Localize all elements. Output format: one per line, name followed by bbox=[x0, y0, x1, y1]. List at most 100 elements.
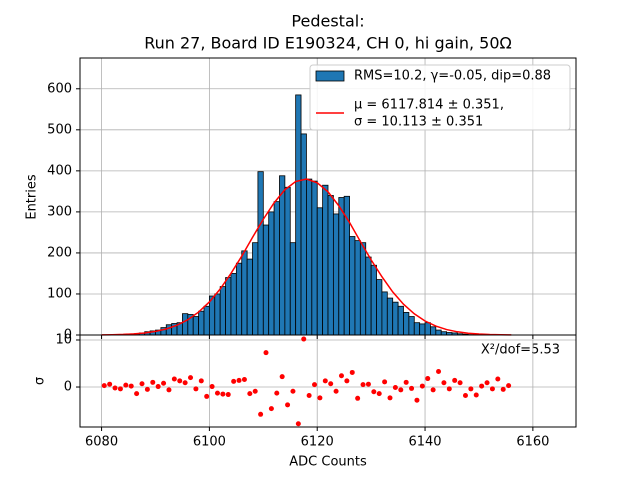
residual-point bbox=[452, 377, 458, 383]
bar bbox=[365, 256, 372, 336]
bar bbox=[397, 305, 404, 336]
residual-point bbox=[198, 378, 204, 384]
residual-point bbox=[193, 386, 199, 392]
bar bbox=[289, 242, 297, 336]
residual-point bbox=[425, 376, 431, 382]
y-tick-label: 300 bbox=[47, 204, 72, 219]
residual-point bbox=[295, 421, 301, 427]
y-tick-label: 0 bbox=[64, 328, 72, 343]
bar bbox=[430, 326, 437, 336]
residual-point bbox=[457, 380, 463, 386]
y-tick-label: 100 bbox=[47, 286, 72, 301]
x-tick-label: 6160 bbox=[516, 435, 549, 450]
residual-point bbox=[387, 395, 393, 401]
residual-point bbox=[204, 393, 210, 399]
residual-point bbox=[139, 381, 145, 387]
legend-box bbox=[309, 64, 571, 131]
residual-point bbox=[231, 378, 237, 384]
bar bbox=[214, 293, 221, 336]
residual-point bbox=[150, 379, 156, 385]
residual-point bbox=[144, 386, 150, 392]
chart-title: Pedestal: bbox=[291, 12, 364, 31]
chart-subtitle: Run 27, Board ID E190324, CH 0, hi gain,… bbox=[144, 34, 512, 53]
residual-point bbox=[220, 391, 226, 397]
residual-point bbox=[419, 383, 425, 389]
residual-point bbox=[268, 406, 274, 412]
x-tick-label: 6100 bbox=[193, 435, 226, 450]
y-tick-label: 500 bbox=[47, 122, 72, 137]
bar bbox=[338, 197, 345, 336]
bar bbox=[327, 195, 334, 336]
residual-point bbox=[495, 376, 501, 382]
residual-point bbox=[392, 384, 398, 390]
bar bbox=[419, 323, 426, 336]
residual-axis-label: σ bbox=[33, 377, 48, 385]
residual-point bbox=[301, 336, 307, 342]
bar bbox=[300, 133, 307, 336]
bar bbox=[198, 310, 205, 336]
bar bbox=[295, 94, 302, 336]
x-axis-label: ADC Counts bbox=[289, 455, 367, 470]
legend-label: μ = 6117.814 ± 0.351, bbox=[354, 98, 504, 113]
residual-point bbox=[365, 381, 371, 387]
residual-point bbox=[446, 386, 452, 392]
residual-point bbox=[506, 383, 512, 389]
bar bbox=[306, 178, 313, 336]
bar bbox=[225, 277, 232, 336]
residual-point bbox=[479, 383, 485, 389]
axes-frame bbox=[79, 334, 577, 428]
legend-label: RMS=10.2, γ=-0.05, dip=0.88 bbox=[354, 69, 551, 84]
residual-point bbox=[171, 376, 177, 382]
bar bbox=[235, 262, 243, 336]
residual-point bbox=[409, 385, 415, 391]
bar bbox=[435, 329, 442, 336]
residual-point bbox=[155, 384, 161, 390]
residual-point bbox=[128, 383, 134, 389]
residual-point bbox=[123, 382, 129, 388]
residual-point bbox=[436, 368, 442, 374]
x-tick-label: 6140 bbox=[408, 435, 441, 450]
bar bbox=[219, 286, 226, 336]
residual-point bbox=[382, 379, 388, 385]
residual-point bbox=[134, 391, 140, 397]
residual-point bbox=[258, 411, 264, 417]
bar bbox=[386, 297, 394, 336]
residual-point bbox=[166, 387, 172, 393]
bar bbox=[354, 240, 361, 336]
residual-point bbox=[322, 378, 328, 384]
bar bbox=[403, 312, 410, 336]
residual-point bbox=[107, 381, 113, 387]
residual-point bbox=[360, 382, 366, 388]
residual-point bbox=[398, 387, 404, 393]
residual-point bbox=[430, 387, 436, 393]
residual-point bbox=[355, 395, 361, 401]
residual-point bbox=[161, 380, 167, 386]
residual-point bbox=[290, 388, 296, 394]
y-tick-label: 600 bbox=[47, 81, 72, 96]
residual-point bbox=[112, 385, 118, 391]
residual-point bbox=[333, 388, 339, 394]
residual-point bbox=[489, 386, 495, 392]
residual-point bbox=[344, 378, 350, 384]
y-axis-label: Entries bbox=[25, 174, 40, 220]
y-tick-label: 200 bbox=[47, 245, 72, 260]
bar bbox=[279, 175, 286, 336]
residual-point bbox=[252, 388, 258, 394]
residual-point bbox=[285, 402, 291, 408]
bar bbox=[252, 242, 259, 336]
residual-point bbox=[214, 390, 220, 396]
y-tick-label: 400 bbox=[47, 163, 72, 178]
bar bbox=[376, 279, 383, 336]
bar bbox=[262, 224, 270, 336]
bar bbox=[241, 250, 248, 336]
residual-point bbox=[371, 389, 377, 395]
annotation: X²/dof=5.53 bbox=[481, 343, 560, 358]
bar bbox=[192, 316, 200, 336]
residual-point bbox=[236, 377, 242, 383]
legend-label: σ = 10.113 ± 0.351 bbox=[354, 115, 483, 130]
bar bbox=[349, 236, 356, 336]
residual-point bbox=[306, 392, 312, 398]
residual-point bbox=[312, 382, 318, 388]
residual-point bbox=[473, 392, 479, 398]
bar bbox=[246, 258, 253, 336]
